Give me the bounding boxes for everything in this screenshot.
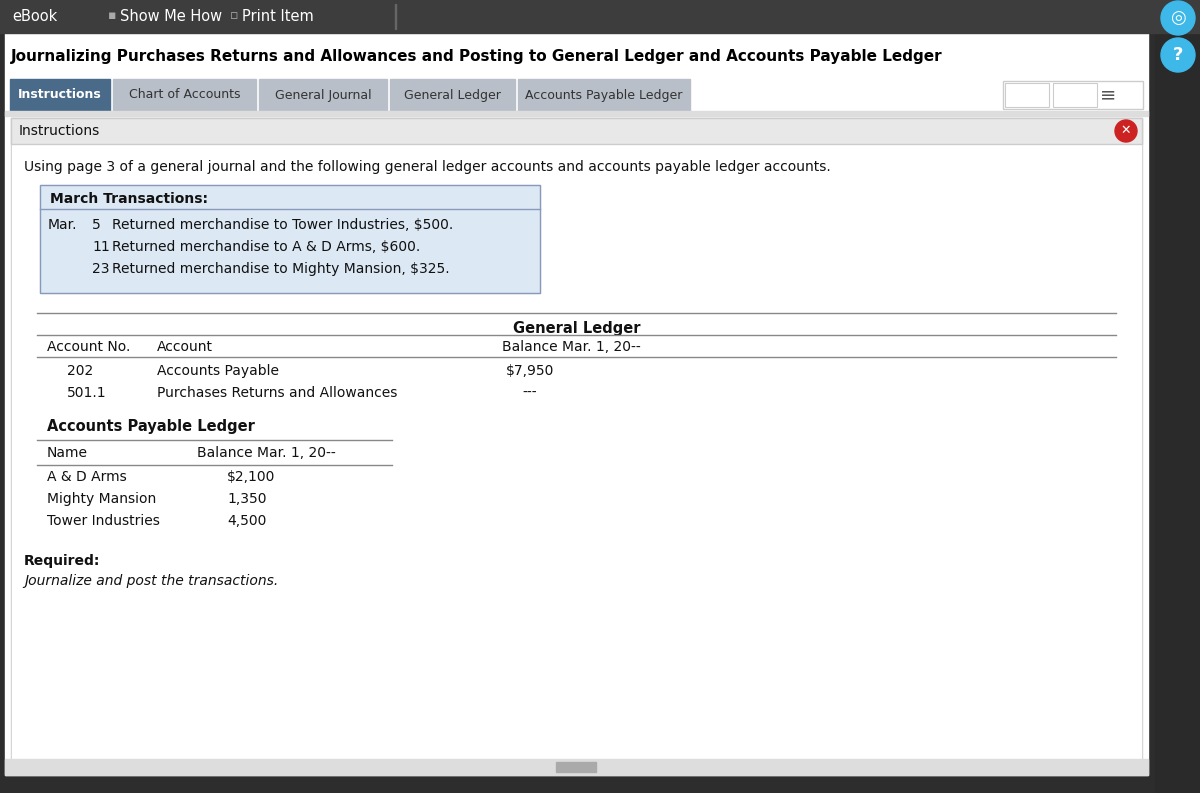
- Bar: [1003, 81, 1142, 109]
- Text: Chart of Accounts: Chart of Accounts: [128, 89, 240, 102]
- Text: 5: 5: [92, 218, 101, 232]
- Text: ▪: ▪: [108, 9, 116, 22]
- Text: 4,500: 4,500: [227, 514, 266, 528]
- Text: Purchases Returns and Allowances: Purchases Returns and Allowances: [157, 386, 397, 400]
- Text: Accounts Payable: Accounts Payable: [157, 364, 278, 378]
- Bar: [11, 118, 1142, 760]
- Bar: [5, 759, 1148, 775]
- Bar: [1054, 83, 1097, 107]
- Text: Using page 3 of a general journal and the following general ledger accounts and : Using page 3 of a general journal and th…: [24, 160, 830, 174]
- Text: eBook: eBook: [12, 9, 58, 24]
- Bar: [259, 79, 386, 111]
- Text: Tower Industries: Tower Industries: [47, 514, 160, 528]
- Text: Balance Mar. 1, 20--: Balance Mar. 1, 20--: [197, 446, 336, 460]
- Text: General Journal: General Journal: [275, 89, 371, 102]
- Text: Journalizing Purchases Returns and Allowances and Posting to General Ledger and : Journalizing Purchases Returns and Allow…: [11, 49, 943, 64]
- Text: Returned merchandise to A & D Arms, $600.: Returned merchandise to A & D Arms, $600…: [112, 240, 420, 254]
- Text: Account: Account: [157, 340, 214, 354]
- Text: Mar.: Mar.: [48, 218, 78, 232]
- Text: Mighty Mansion: Mighty Mansion: [47, 492, 156, 506]
- Bar: [390, 79, 515, 111]
- Text: Instructions: Instructions: [18, 89, 102, 102]
- Text: Returned merchandise to Mighty Mansion, $325.: Returned merchandise to Mighty Mansion, …: [112, 262, 450, 276]
- Bar: [1003, 81, 1142, 109]
- Bar: [556, 762, 596, 772]
- Text: Returned merchandise to Tower Industries, $500.: Returned merchandise to Tower Industries…: [112, 218, 454, 232]
- Circle shape: [1115, 120, 1138, 142]
- Text: ---: ---: [523, 386, 538, 400]
- Bar: [11, 118, 1142, 144]
- Text: Required:: Required:: [24, 554, 101, 568]
- Text: ✕: ✕: [1121, 124, 1132, 137]
- Text: Print Item: Print Item: [242, 9, 313, 24]
- Text: ?: ?: [1172, 46, 1183, 64]
- Bar: [113, 79, 256, 111]
- Bar: [40, 185, 540, 293]
- Text: Journalize and post the transactions.: Journalize and post the transactions.: [24, 574, 278, 588]
- Bar: [11, 118, 1142, 760]
- Text: Balance Mar. 1, 20--: Balance Mar. 1, 20--: [502, 340, 641, 354]
- Bar: [1006, 83, 1049, 107]
- Text: 11: 11: [92, 240, 109, 254]
- Text: March Transactions:: March Transactions:: [50, 192, 208, 206]
- Bar: [11, 118, 1142, 144]
- Text: 23: 23: [92, 262, 109, 276]
- Text: A & D Arms: A & D Arms: [47, 470, 127, 484]
- Circle shape: [1162, 1, 1195, 35]
- Text: Instructions: Instructions: [19, 124, 101, 138]
- Text: Account No.: Account No.: [47, 340, 131, 354]
- Text: General Ledger: General Ledger: [512, 321, 641, 336]
- Bar: [1006, 83, 1049, 107]
- Text: ▫: ▫: [230, 9, 239, 22]
- Text: Accounts Payable Ledger: Accounts Payable Ledger: [526, 89, 683, 102]
- Text: Name: Name: [47, 446, 88, 460]
- Bar: [40, 185, 540, 293]
- Text: ◎: ◎: [1170, 9, 1186, 27]
- Text: $7,950: $7,950: [506, 364, 554, 378]
- Text: 202: 202: [67, 364, 94, 378]
- Bar: [518, 79, 690, 111]
- Bar: [1154, 0, 1200, 793]
- Circle shape: [1162, 38, 1195, 72]
- Text: 501.1: 501.1: [67, 386, 107, 400]
- Text: ≡: ≡: [1100, 86, 1116, 105]
- Text: 1,350: 1,350: [227, 492, 266, 506]
- Text: Accounts Payable Ledger: Accounts Payable Ledger: [47, 419, 254, 435]
- Bar: [5, 111, 1148, 116]
- Text: General Ledger: General Ledger: [404, 89, 500, 102]
- Bar: [12, 145, 1141, 759]
- Text: Show Me How: Show Me How: [120, 9, 222, 24]
- Bar: [1054, 83, 1097, 107]
- Text: $2,100: $2,100: [227, 470, 275, 484]
- Bar: [10, 79, 110, 111]
- Bar: [0, 0, 1200, 33]
